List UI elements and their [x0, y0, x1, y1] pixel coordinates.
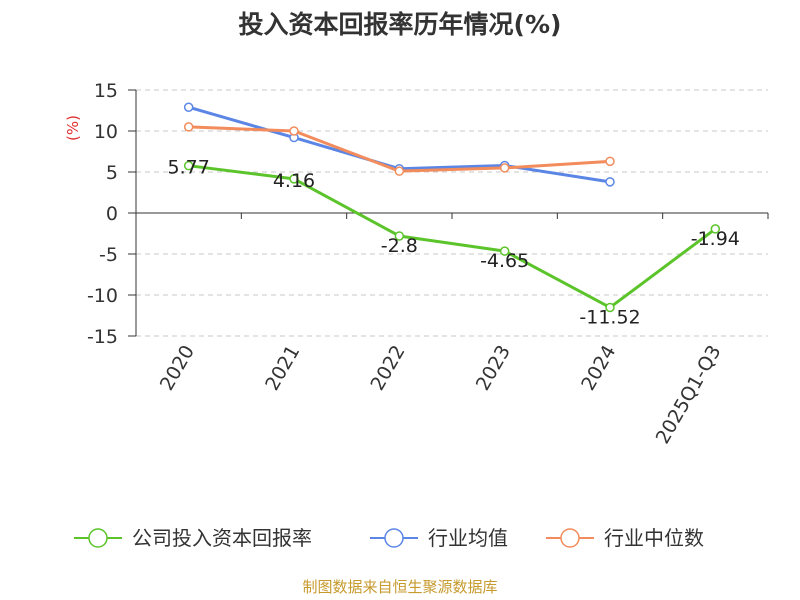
y-tick-label: -15 — [87, 326, 118, 348]
data-point — [289, 126, 299, 136]
legend-item: 行业均值 — [370, 526, 508, 550]
legend-label: 公司投入资本回报率 — [132, 526, 312, 550]
data-label: 5.77 — [168, 157, 210, 179]
data-point — [183, 160, 194, 171]
legend-swatch-marker — [384, 528, 404, 548]
x-tick-label: 2021 — [261, 342, 304, 395]
data-point — [499, 163, 510, 173]
y-tick-label: 5 — [106, 162, 118, 184]
data-point — [605, 302, 615, 313]
data-point — [605, 177, 615, 187]
legend-label: 行业均值 — [428, 526, 508, 550]
data-point — [183, 102, 194, 112]
gridlines — [136, 89, 768, 337]
source-note: 制图数据来自恒生聚源数据库 — [302, 578, 497, 596]
y-tick-label: 10 — [94, 121, 118, 143]
data-labels: 5.77 4.16 -2.8 -4.65 -11.52 -1.94 — [168, 157, 740, 329]
legend: 公司投入资本回报率 行业均值 行业中位数 — [74, 526, 704, 550]
legend-item: 行业中位数 — [546, 526, 704, 550]
data-point — [289, 174, 299, 184]
data-label: 4.16 — [273, 170, 315, 192]
x-tick-label: 2020 — [156, 342, 199, 395]
y-tick-label: 15 — [94, 80, 118, 102]
data-point — [710, 224, 721, 234]
data-label: -1.94 — [691, 228, 740, 250]
legend-item: 公司投入资本回报率 — [74, 526, 312, 550]
axes: 15 10 5 0 -5 -10 -15 2020 2021 2022 2023 2024 2025Q1… — [87, 80, 769, 448]
x-tick-label: 2025Q1-Q3 — [652, 342, 726, 448]
x-tick-label: 2023 — [472, 341, 515, 394]
data-label: -4.65 — [480, 250, 529, 272]
y-tick-label: -10 — [87, 285, 118, 307]
x-tick-label: 2022 — [366, 342, 409, 395]
x-tick-label: 2024 — [577, 342, 620, 395]
legend-swatch-marker — [88, 528, 108, 548]
series-line — [188, 164, 717, 309]
data-label: -11.52 — [579, 306, 640, 328]
y-tick-label: 0 — [106, 203, 118, 225]
data-point — [499, 246, 510, 256]
data-point — [394, 166, 405, 176]
data-point — [394, 231, 405, 241]
data-label: -2.8 — [381, 235, 418, 257]
legend-swatch-marker — [560, 528, 580, 548]
chart-title: 投入资本回报率历年情况(%) — [239, 10, 562, 39]
data-point — [605, 156, 615, 167]
legend-label: 行业中位数 — [604, 526, 704, 550]
y-axis-unit: (%) — [64, 115, 82, 141]
y-tick-label: -5 — [99, 244, 118, 266]
data-point — [183, 122, 194, 132]
series-lines — [183, 102, 721, 313]
